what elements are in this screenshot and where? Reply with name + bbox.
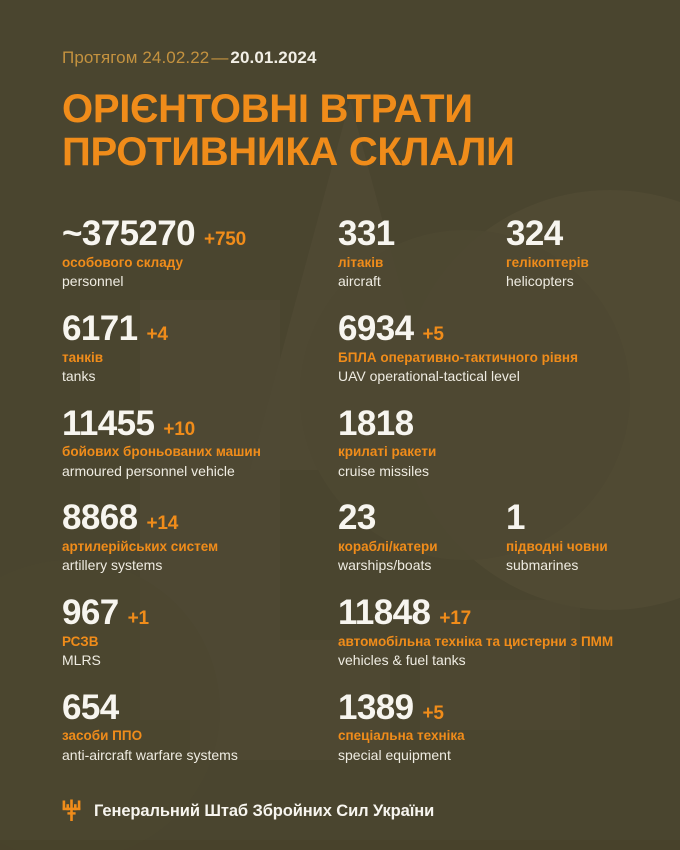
stat-row: 8868 +14 артилерійських систем artillery… [62,500,618,574]
stat-vehicles-fuel-tanks: 11848 +17 автомобільна техніка та цистер… [338,595,618,669]
stat-label-ua: підводні човни [506,539,608,555]
stat-armoured-personnel-vehicle: 11455 +10 бойових броньованих машин armo… [62,406,338,480]
stat-label-ua: БПЛА оперативно-тактичного рівня [338,349,578,365]
stat-delta: +17 [439,608,472,630]
stat-submarines: 1 підводні човни submarines [506,500,666,574]
stat-delta: +14 [146,513,179,535]
stat-label-en: special equipment [338,746,451,763]
stat-anti-aircraft-warfare-systems: 654 засоби ППО anti-aircraft warfare sys… [62,690,338,764]
stat-helicopters: 324 гелікоптерів helicopters [506,216,666,290]
stat-top: ~375270 +750 [62,216,338,252]
period-prefix-text: Протягом 24.02.22 [62,48,210,67]
stat-uav-operational-tactical: 6934 +5 БПЛА оперативно-тактичного рівня… [338,311,618,385]
stat-label-ua: РСЗВ [62,633,99,649]
watermark-bottom-band [0,840,680,850]
stat-top: 11455 +10 [62,406,338,442]
stat-label-en: UAV operational-tactical level [338,367,520,384]
stat-delta: +5 [422,324,444,346]
stat-top: 1818 [338,406,618,442]
stat-label-en: MLRS [62,651,101,668]
stat-value: 1 [506,498,525,538]
stat-label-ua: танків [62,349,104,365]
stat-label-en: helicopters [506,273,574,290]
content-wrapper: Протягом 24.02.22—20.01.2024 ОРІЄНТОВНІ … [62,0,618,823]
stat-value: 1818 [338,403,414,443]
stat-top: 8868 +14 [62,500,338,536]
stat-delta: +4 [146,324,168,346]
stat-top: 23 [338,500,506,536]
stat-value: 23 [338,498,376,538]
stat-label-ua: спеціальна техніка [338,728,465,744]
stat-top: 6171 +4 [62,311,338,347]
stat-label-ua: крилаті ракети [338,444,437,460]
stat-value: 1389 [338,687,414,727]
stat-value: 967 [62,593,119,633]
stat-label-ua: кораблі/катери [338,539,438,555]
stat-label-en: tanks [62,367,96,384]
footer-text: Генеральний Штаб Збройних Сил України [94,801,435,820]
stat-mlrs: 967 +1 РСЗВ MLRS [62,595,338,669]
stat-label-en: cruise missiles [338,462,430,479]
stat-delta: +5 [422,702,444,724]
stat-top: 1 [506,500,666,536]
period-end-date: 20.01.2024 [230,48,317,67]
stat-value: 324 [506,214,563,254]
page-title-line-1: ОРІЄНТОВНІ ВТРАТИ [62,87,473,131]
footer-attribution: Генеральний Штаб Збройних Сил України [62,799,618,823]
stat-value: 654 [62,687,119,727]
stat-delta: +10 [163,418,196,440]
stat-label-ua: засоби ППО [62,728,143,744]
trident-icon [62,799,81,823]
period-dash: — [211,48,229,67]
reporting-period: Протягом 24.02.22—20.01.2024 [62,0,618,68]
stat-artillery-systems: 8868 +14 артилерійських систем artillery… [62,500,338,574]
stat-row: 11455 +10 бойових броньованих машин armo… [62,406,618,480]
stat-label-en: artillery systems [62,557,163,574]
page-title: ОРІЄНТОВНІ ВТРАТИ ПРОТИВНИКА СКЛАЛИ [62,87,618,175]
stat-row: 6171 +4 танків tanks 6934 +5 БПЛА операт… [62,311,618,385]
stat-top: 324 [506,216,666,252]
stat-warships-boats: 23 кораблі/катери warships/boats [338,500,506,574]
stat-top: 967 +1 [62,595,338,631]
stat-label-en: aircraft [338,273,381,290]
stat-tanks: 6171 +4 танків tanks [62,311,338,385]
stat-top: 1389 +5 [338,690,618,726]
stat-top: 11848 +17 [338,595,618,631]
page-title-line-2: ПРОТИВНИКА СКЛАЛИ [62,130,515,175]
stat-label-ua: автомобільна техніка та цистерни з ПММ [338,633,614,649]
stat-row: ~375270 +750 особового складу personnel … [62,216,618,290]
stat-label-ua: гелікоптерів [506,255,589,271]
stat-value: 6934 [338,309,414,349]
stat-label-ua: особового складу [62,255,183,271]
stat-top: 654 [62,690,338,726]
stat-label-ua: літаків [338,255,384,271]
stat-value: 8868 [62,498,138,538]
stat-delta: +1 [127,608,149,630]
stat-row: 967 +1 РСЗВ MLRS 11848 +17 автомобільна … [62,595,618,669]
stat-label-en: anti-aircraft warfare systems [62,746,238,763]
stat-value: 11455 [62,403,155,443]
stat-special-equipment: 1389 +5 спеціальна техніка special equip… [338,690,618,764]
stat-value: 11848 [338,593,431,633]
stat-label-en: submarines [506,557,579,574]
stat-personnel: ~375270 +750 особового складу personnel [62,216,338,290]
stat-value: ~375270 [62,214,196,254]
stat-value: 331 [338,214,395,254]
stat-top: 6934 +5 [338,311,618,347]
stat-label-en: armoured personnel vehicle [62,462,235,479]
statistics-grid: ~375270 +750 особового складу personnel … [62,216,618,763]
stat-label-ua: бойових броньованих машин [62,444,261,460]
stat-label-en: personnel [62,273,124,290]
stat-label-en: warships/boats [338,557,432,574]
stat-row: 654 засоби ППО anti-aircraft warfare sys… [62,690,618,764]
stat-label-en: vehicles & fuel tanks [338,651,466,668]
stat-label-ua: артилерійських систем [62,539,219,555]
stat-delta: +750 [204,229,247,251]
stat-aircraft: 331 літаків aircraft [338,216,506,290]
stat-top: 331 [338,216,506,252]
stat-cruise-missiles: 1818 крилаті ракети cruise missiles [338,406,618,480]
stat-value: 6171 [62,309,138,349]
